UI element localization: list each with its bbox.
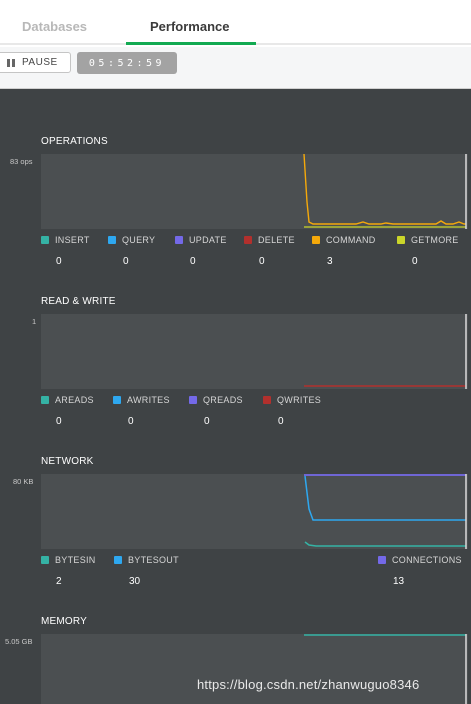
readwrite-chart[interactable] (41, 314, 468, 389)
active-tab-indicator (126, 42, 256, 45)
connections-value: 13 (393, 576, 405, 587)
tab-databases[interactable]: Databases (22, 19, 88, 34)
tab-performance[interactable]: Performance (150, 19, 230, 34)
command-swatch (312, 236, 320, 244)
delete-swatch (244, 236, 252, 244)
legend-qreads[interactable]: QREADS (189, 395, 243, 405)
operations-title: OPERATIONS (41, 136, 108, 147)
network-title: NETWORK (41, 456, 94, 467)
qreads-value: 0 (204, 416, 210, 427)
legend-bytesout[interactable]: BYTESOUT (114, 555, 179, 565)
areads-swatch (41, 396, 49, 404)
insert-value: 0 (56, 256, 62, 267)
bytesout-value: 30 (129, 576, 141, 587)
legend-getmore[interactable]: GETMORE (397, 235, 459, 245)
operations-ymax: 83 ops (10, 157, 33, 166)
qwrites-swatch (263, 396, 271, 404)
insert-swatch (41, 236, 49, 244)
legend-delete[interactable]: DELETE (244, 235, 295, 245)
tab-bar: Databases Performance (0, 0, 471, 45)
memory-title: MEMORY (41, 616, 88, 627)
qwrites-value: 0 (278, 416, 284, 427)
pause-label: PAUSE (22, 57, 58, 68)
pause-button[interactable]: PAUSE (0, 52, 71, 73)
getmore-swatch (397, 236, 405, 244)
network-ymax: 80 KB (13, 477, 34, 486)
operations-chart[interactable] (41, 154, 468, 229)
areads-value: 0 (56, 416, 62, 427)
legend-bytesin[interactable]: BYTESIN (41, 555, 96, 565)
delete-value: 0 (259, 256, 265, 267)
watermark-text: https://blog.csdn.net/zhanwuguo8346 (197, 677, 420, 692)
bytesout-swatch (114, 556, 122, 564)
query-swatch (108, 236, 116, 244)
network-chart[interactable] (41, 474, 468, 549)
legend-update[interactable]: UPDATE (175, 235, 227, 245)
bytesin-line (304, 541, 466, 547)
qreads-swatch (189, 396, 197, 404)
legend-insert[interactable]: INSERT (41, 235, 90, 245)
memory-chart[interactable] (41, 634, 468, 704)
readwrite-ymax: 1 (32, 317, 37, 326)
command-line (303, 154, 466, 225)
awrites-swatch (113, 396, 121, 404)
performance-toolbar: PAUSE 05:52:59 (0, 47, 471, 89)
bytesin-swatch (41, 556, 49, 564)
bytesin-value: 2 (56, 576, 62, 587)
awrites-value: 0 (128, 416, 134, 427)
elapsed-timer: 05:52:59 (77, 52, 177, 74)
bytesout-line (304, 475, 466, 521)
legend-areads[interactable]: AREADS (41, 395, 94, 405)
legend-awrites[interactable]: AWRITES (113, 395, 170, 405)
legend-connections[interactable]: CONNECTIONS (378, 555, 462, 565)
legend-query[interactable]: QUERY (108, 235, 155, 245)
getmore-value: 0 (412, 256, 418, 267)
readwrite-title: READ & WRITE (41, 296, 116, 307)
legend-qwrites[interactable]: QWRITES (263, 395, 321, 405)
legend-command[interactable]: COMMAND (312, 235, 376, 245)
update-swatch (175, 236, 183, 244)
update-value: 0 (190, 256, 196, 267)
query-value: 0 (123, 256, 129, 267)
command-value: 3 (327, 256, 333, 267)
connections-swatch (378, 556, 386, 564)
memory-ymax: 5.05 GB (5, 637, 33, 646)
pause-icon (7, 58, 15, 67)
